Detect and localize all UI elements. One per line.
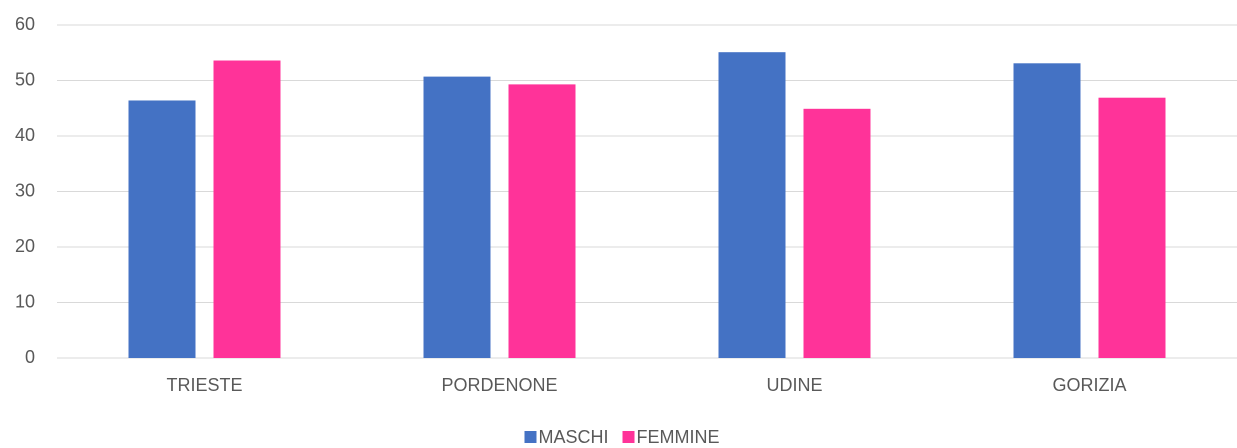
y-tick-label: 40 <box>15 125 35 145</box>
x-tick-label: GORIZIA <box>1052 375 1126 395</box>
bar <box>508 84 576 358</box>
bar <box>128 100 196 358</box>
y-tick-label: 0 <box>25 347 35 367</box>
bar <box>803 108 871 359</box>
bar <box>1013 63 1081 359</box>
y-tick-label: 60 <box>15 14 35 34</box>
bar <box>1098 97 1166 358</box>
y-tick-label: 30 <box>15 180 35 200</box>
legend-label: MASCHI <box>538 427 608 447</box>
bar <box>423 76 491 359</box>
y-tick-label: 10 <box>15 291 35 311</box>
x-tick-label: PORDENONE <box>441 375 557 395</box>
legend-label: FEMMINE <box>637 427 720 447</box>
legend-swatch <box>622 431 635 443</box>
legend-swatch <box>524 431 537 443</box>
x-tick-label: UDINE <box>766 375 822 395</box>
x-tick-label: TRIESTE <box>166 375 242 395</box>
y-tick-label: 20 <box>15 236 35 256</box>
bar <box>213 60 281 359</box>
y-tick-label: 50 <box>15 69 35 89</box>
bar <box>718 52 786 358</box>
